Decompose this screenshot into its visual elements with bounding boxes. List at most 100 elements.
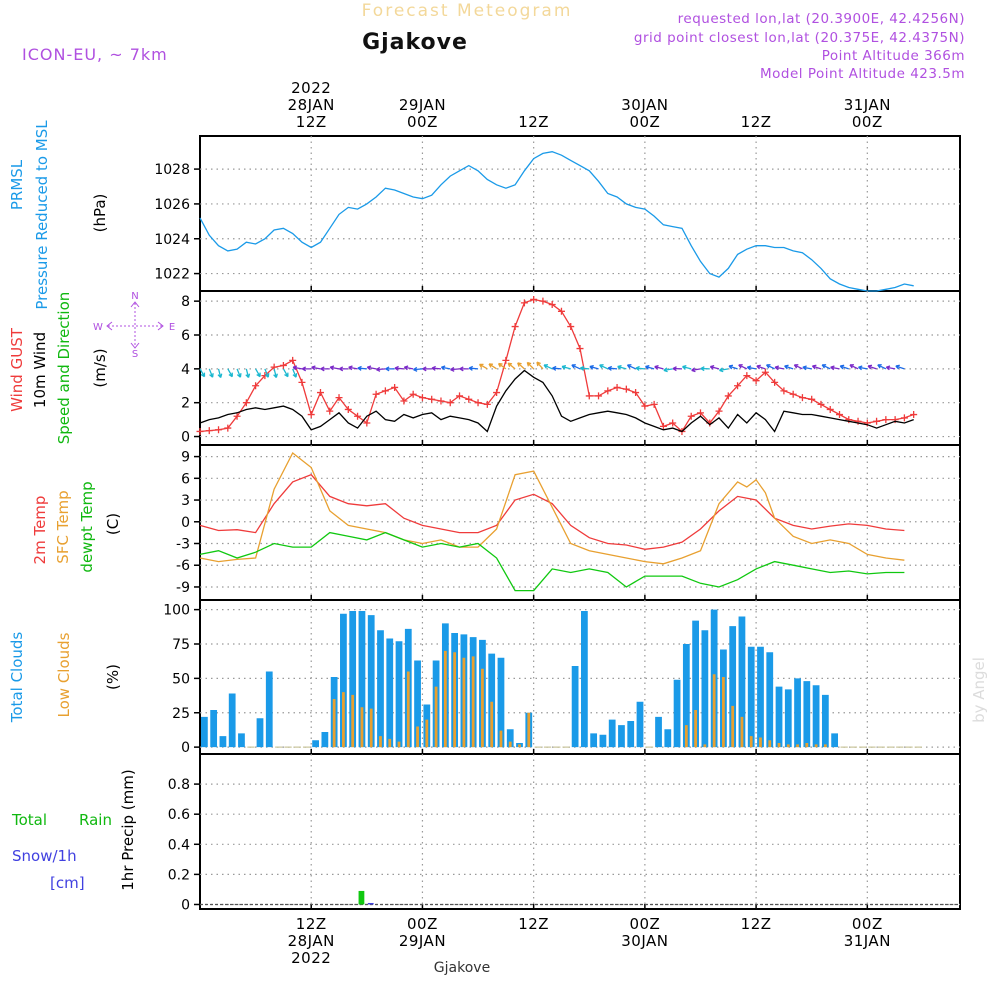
- total-cloud-bar-65: [803, 681, 811, 748]
- wind-gust-marker-1: [205, 427, 213, 435]
- wind-direction-arrow-13: [311, 365, 321, 371]
- temperature-ytick-label-1: -6: [176, 558, 190, 574]
- temp-unit: (C): [104, 513, 122, 535]
- total-cloud-bar-33: [506, 729, 514, 748]
- low-cloud-bar-52: [684, 725, 688, 748]
- wind-gust-marker-35: [520, 299, 528, 307]
- wind-unit: (m/s): [91, 348, 109, 387]
- wind-direction-arrow-2: [217, 368, 223, 379]
- wind-direction-arrow-56: [709, 365, 720, 370]
- total-cloud-bar-63: [784, 689, 792, 748]
- total-cloud-bar-15: [340, 613, 347, 748]
- wind-direction-arrow-41: [571, 364, 581, 370]
- total-cloud-bar-59: [747, 646, 755, 748]
- total-cloud-bar-50: [664, 729, 672, 748]
- wind-gust-marker-74: [882, 416, 890, 424]
- wind-speed-label: Speed and Direction: [55, 292, 73, 445]
- top-axis-label-12-1: 28JAN: [288, 96, 335, 114]
- total-cloud-bar-68: [831, 733, 839, 748]
- wind-gust-marker-60: [752, 377, 760, 385]
- wind-direction-arrow-19: [366, 365, 377, 371]
- wind-gust-marker-76: [900, 414, 908, 422]
- low-cloud-bar-53: [694, 710, 697, 748]
- wind-gust-marker-56: [715, 407, 723, 415]
- clouds-unit: (%): [104, 664, 122, 690]
- precip-rain-label: Rain: [79, 811, 112, 829]
- wind-direction-arrow-35: [517, 362, 525, 370]
- wind-gust-marker-14: [326, 407, 334, 415]
- wind-direction-arrow-63: [774, 365, 785, 371]
- pressure-plot: 1022 1024 1026 1028: [154, 136, 960, 292]
- total-cloud-bar-7: [265, 671, 273, 748]
- wind-gust-marker-13: [316, 389, 324, 397]
- bottom-axis-label-48-0: 00Z: [629, 915, 660, 933]
- total-cloud-bar-21: [395, 641, 403, 748]
- temperature-ytick-label-2: -3: [176, 537, 190, 553]
- total-cloud-bar-40: [571, 666, 579, 748]
- wind-gust-marker-67: [817, 400, 825, 408]
- precip-ytick-label-1: 0.2: [168, 867, 190, 883]
- temperature-plot: -9 -6 -3 0 3 6 9: [176, 445, 960, 600]
- total-cloud-bar-42: [590, 733, 598, 748]
- wind-direction-arrow-0: [199, 368, 206, 378]
- total-cloud-bar-52: [682, 644, 690, 748]
- total-cloud-bar-57: [729, 626, 737, 748]
- top-axis-label-24-1: 00Z: [407, 113, 438, 131]
- wind-gust-marker-51: [669, 419, 677, 427]
- wind-gust-marker-32: [493, 389, 501, 397]
- temperature-ytick-label-5: 6: [181, 471, 190, 487]
- requested-coords: requested lon,lat (20.3900E, 42.4256N): [678, 11, 965, 27]
- bottom-axis-label-24-0: 00Z: [407, 915, 438, 933]
- low-cloud-bar-31: [490, 701, 494, 748]
- wind-gust-marker-17: [354, 412, 362, 420]
- top-axis-label-60-0: 12Z: [741, 113, 772, 131]
- wind-gust-marker-38: [548, 301, 556, 309]
- wind-gust-marker-15: [335, 394, 343, 402]
- wind-direction-arrow-42: [579, 365, 590, 371]
- low-cloud-bar-30: [481, 668, 484, 748]
- wind-gust-marker-18: [363, 419, 371, 427]
- wind-gust-marker-49: [650, 400, 658, 408]
- temperature-ytick-label-6: 9: [181, 450, 190, 466]
- low-cloud-bar-18: [369, 708, 373, 748]
- wind-gust-marker-0: [196, 427, 204, 435]
- wind-direction-arrow-74: [877, 364, 887, 370]
- low-cloud-bar-21: [397, 741, 401, 748]
- wind-gust-marker-23: [409, 390, 417, 398]
- bottom-axis-label-12-1: 28JAN: [288, 932, 335, 950]
- wind-direction-arrow-72: [858, 365, 868, 371]
- wind-gust-marker-73: [873, 417, 881, 425]
- total-cloud-bar-18: [367, 615, 375, 748]
- wind-gust-marker-36: [530, 295, 538, 303]
- compass-arrowheads: [106, 301, 164, 349]
- top-axis-label-36-0: 12Z: [518, 113, 549, 131]
- wind-gust-marker-28: [456, 392, 464, 400]
- wind-gust-marker-68: [826, 405, 834, 413]
- wind-direction-arrow-12: [301, 366, 312, 372]
- compass-north: N: [131, 291, 138, 302]
- total-cloud-bar-53: [692, 620, 699, 748]
- precip-snow-unit: [cm]: [50, 874, 85, 892]
- wind-direction-arrow-40: [561, 364, 571, 370]
- clouds-ytick-label-4: 100: [163, 603, 190, 619]
- total-cloud-bar-13: [321, 732, 329, 748]
- wind-direction-arrow-15: [329, 365, 340, 371]
- precip-bar-total-rain-0: [358, 890, 365, 905]
- wind-series-10m-wind: [199, 369, 914, 433]
- wind-gust-marker-59: [743, 372, 751, 380]
- wind-direction-arrow-76: [895, 364, 905, 370]
- low-cloud-bar-14: [332, 699, 336, 748]
- wind-gust-marker-42: [585, 392, 593, 400]
- precip-plot: 0 0.2 0.4 0.6 0.8: [168, 754, 960, 913]
- precip-snow-label: Snow/1h: [12, 847, 77, 865]
- wind-gust-marker-48: [641, 402, 649, 410]
- bottom-axis-label-24-1: 29JAN: [399, 932, 446, 950]
- total-cloud-bar-49: [655, 716, 662, 748]
- wind-direction-arrow-61: [756, 364, 766, 370]
- wind-gust-marker-66: [808, 395, 816, 403]
- top-axis-label-48-0: 30JAN: [621, 96, 668, 114]
- clouds-total-label: Total Clouds: [8, 632, 26, 724]
- wind-direction-arrow-75: [885, 365, 896, 371]
- wind-gust-marker-19: [372, 390, 380, 398]
